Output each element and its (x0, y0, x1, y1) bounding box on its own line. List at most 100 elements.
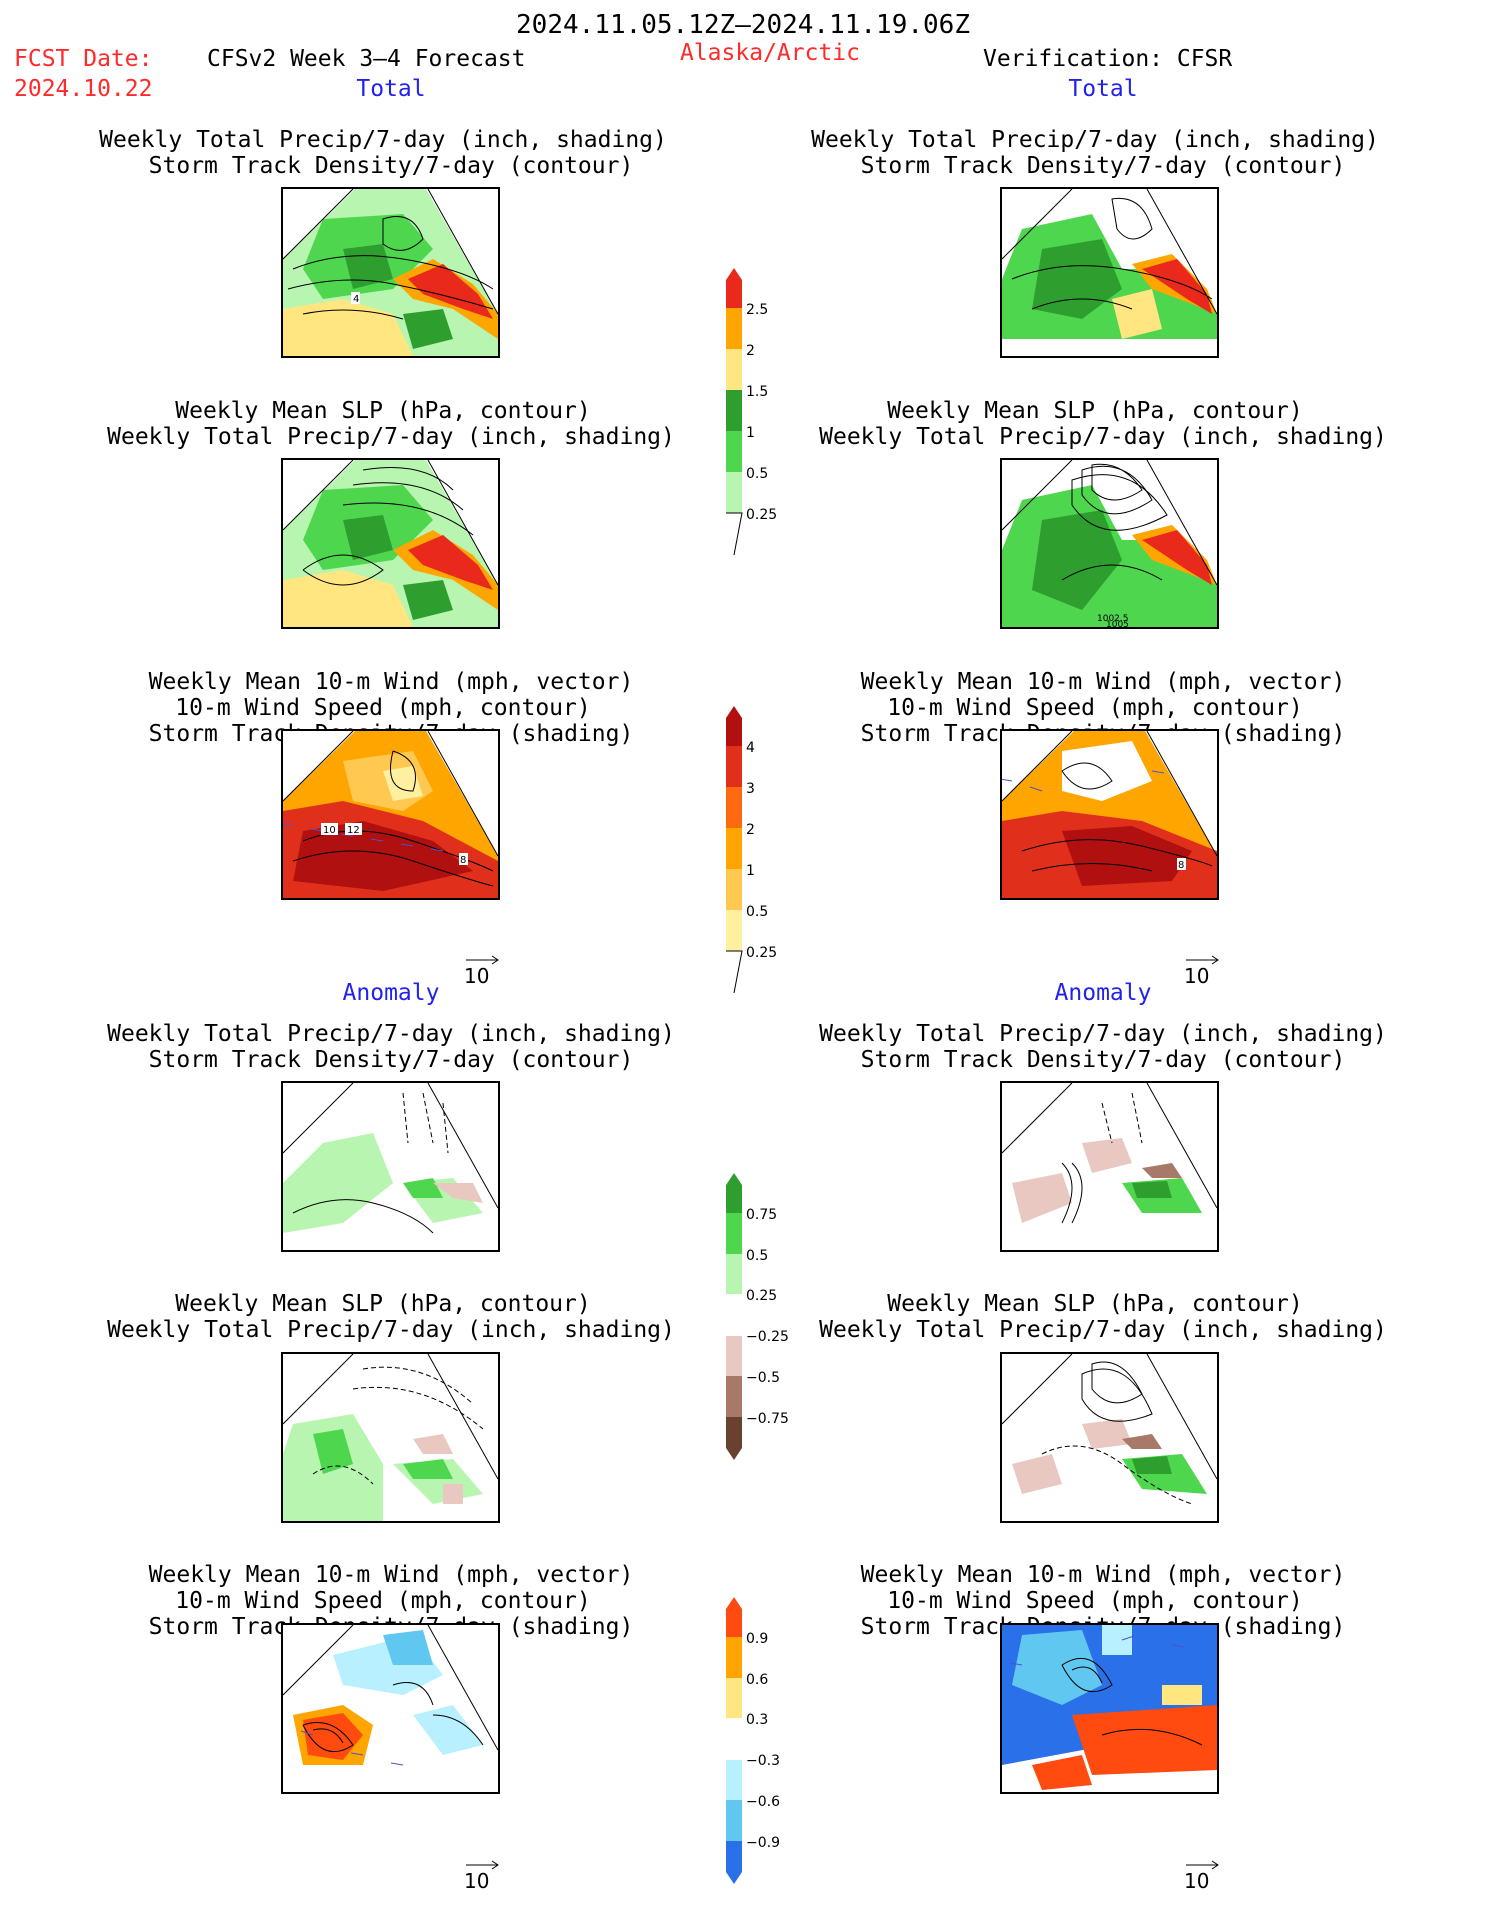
map-anomaly-precip-track-forecast (281, 1081, 500, 1252)
section-anomaly-left: Anomaly (342, 980, 440, 1006)
map-anomaly-precip-track-verification (1000, 1081, 1219, 1252)
map-total-precip-track-forecast: 4 (281, 187, 500, 358)
colorbar-segment (726, 1376, 742, 1417)
colorbar-track-anomaly-segments (726, 1597, 742, 1884)
colorbar-segment (726, 431, 742, 472)
colorbar-label: 1 (746, 425, 755, 441)
colorbar-segment (726, 1254, 742, 1294)
map-total-wind-track-forecast: 10 12 8 (281, 729, 500, 900)
title-l5-line1: Weekly Mean SLP (hPa, contour) (175, 1291, 591, 1317)
vector-reference-total-right: 10 (1184, 950, 1220, 988)
section-total-left: Total (356, 76, 426, 102)
colorbar-segment (726, 1800, 742, 1841)
colorbar-label: −0.3 (746, 1753, 780, 1769)
title-l1-line2: Storm Track Density/7-day (contour) (148, 153, 634, 179)
title-l6-line1: Weekly Mean 10-m Wind (mph, vector) (148, 1562, 634, 1588)
title-l3-line2: 10-m Wind Speed (mph, contour) (175, 695, 591, 721)
colorbar-label: −0.9 (746, 1835, 780, 1851)
contour-label: 12 (347, 825, 360, 836)
vector-reference-anomaly-right: 10 (1184, 1855, 1220, 1893)
region-title: Alaska/Arctic (679, 40, 861, 66)
title-r2-line2: Weekly Total Precip/7-day (inch, shading… (819, 424, 1387, 450)
map-total-slp-precip-verification: 1002.5 1005 (1000, 458, 1219, 629)
map-total-slp-precip-forecast (281, 458, 500, 629)
section-total-right: Total (1068, 76, 1138, 102)
title-r3-line1: Weekly Mean 10-m Wind (mph, vector) (860, 669, 1346, 695)
colorbar-precip-anomaly: 0.75 0.5 0.25 −0.25 −0.5 −0.75 (724, 1173, 789, 1464)
colorbar-segment (726, 1841, 742, 1884)
colorbar-segment (726, 746, 742, 787)
colorbar-segment (726, 390, 742, 431)
colorbar-label: 3 (746, 781, 755, 797)
fcst-date-label: FCST Date: (14, 46, 153, 72)
colorbar-label: 0.25 (746, 1288, 778, 1304)
colorbar-segment (726, 268, 742, 308)
title-l4-line2: Storm Track Density/7-day (contour) (148, 1047, 634, 1073)
map-total-precip-track-verification (1000, 187, 1219, 358)
colorbar-segment (726, 787, 742, 828)
contour-label: 8 (460, 855, 466, 866)
colorbar-label: 0.5 (746, 1248, 769, 1264)
title-r4-line2: Storm Track Density/7-day (contour) (860, 1047, 1346, 1073)
title-r1-line1: Weekly Total Precip/7-day (inch, shading… (811, 127, 1379, 153)
colorbar-label: −0.5 (746, 1370, 780, 1386)
title-r5-line1: Weekly Mean SLP (hPa, contour) (887, 1291, 1303, 1317)
colorbar-label: −0.75 (746, 1411, 789, 1427)
colorbar-segment (726, 1760, 742, 1800)
title-r6-line1: Weekly Mean 10-m Wind (mph, vector) (860, 1562, 1346, 1588)
title-l1-line1: Weekly Total Precip/7-day (inch, shading… (99, 127, 667, 153)
colorbar-label: 0.6 (746, 1672, 769, 1688)
colorbar-label: 1.5 (746, 384, 769, 400)
title-r2-line1: Weekly Mean SLP (hPa, contour) (887, 398, 1303, 424)
colorbar-label: −0.6 (746, 1794, 780, 1810)
title-l3-line1: Weekly Mean 10-m Wind (mph, vector) (148, 669, 634, 695)
title-r3-line2: 10-m Wind Speed (mph, contour) (887, 695, 1303, 721)
colorbar-segment (726, 308, 742, 349)
colorbar-segment (726, 1213, 742, 1254)
title-l2-line2: Weekly Total Precip/7-day (inch, shading… (107, 424, 675, 450)
colorbar-label: 1 (746, 863, 755, 879)
contour-label: 10 (323, 825, 336, 836)
contour-label: 1005 (1106, 620, 1129, 627)
title-r5-line2: Weekly Total Precip/7-day (inch, shading… (819, 1317, 1387, 1343)
colorbar-segment (726, 869, 742, 910)
vector-reference-anomaly-left: 10 (464, 1855, 500, 1893)
colorbar-segment (726, 706, 742, 746)
colorbar-precip-total: 2.5 2 1.5 1 0.5 0.25 (724, 268, 777, 559)
title-l6-line2: 10-m Wind Speed (mph, contour) (175, 1588, 591, 1614)
map-anomaly-slp-precip-verification (1000, 1352, 1219, 1523)
colorbar-segment (726, 828, 742, 869)
title-l2-line1: Weekly Mean SLP (hPa, contour) (175, 398, 591, 424)
colorbar-label: 2 (746, 343, 755, 359)
title-l4-line1: Weekly Total Precip/7-day (inch, shading… (107, 1021, 675, 1047)
colorbar-label: 2.5 (746, 302, 769, 318)
colorbar-label: −0.25 (746, 1329, 789, 1345)
section-anomaly-right: Anomaly (1054, 980, 1152, 1006)
title-r1-line2: Storm Track Density/7-day (contour) (860, 153, 1346, 179)
colorbar-track-anomaly: 0.9 0.6 0.3 −0.3 −0.6 −0.9 (724, 1597, 780, 1888)
map-anomaly-wind-track-forecast (281, 1623, 500, 1794)
colorbar-segment (726, 1597, 742, 1637)
colorbar-precip-anomaly-segments (726, 1173, 742, 1460)
fcst-date-value: 2024.10.22 (14, 76, 153, 102)
colorbar-segment (726, 1417, 742, 1460)
colorbar-label: 0.5 (746, 466, 769, 482)
colorbar-segment (726, 1637, 742, 1678)
colorbar-segment (726, 1173, 742, 1213)
map-anomaly-wind-track-verification (1000, 1623, 1219, 1794)
colorbar-label: 0.5 (746, 904, 769, 920)
colorbar-label: 0.75 (746, 1207, 778, 1223)
model-title: CFSv2 Week 3–4 Forecast (207, 46, 526, 72)
contour-label: 4 (353, 294, 359, 305)
contour-label: 1002.5 (1097, 614, 1129, 624)
map-total-wind-track-verification: 8 (1000, 729, 1219, 900)
contour-label: 8 (1178, 860, 1184, 871)
colorbar-label: 0.25 (746, 507, 778, 523)
colorbar-segment (726, 349, 742, 390)
colorbar-track-total-segments (726, 706, 743, 994)
colorbar-precip-total-segments (726, 268, 743, 556)
colorbar-track-total: 4 3 2 1 0.5 0.25 (724, 706, 777, 997)
colorbar-label: 0.25 (746, 945, 778, 961)
colorbar-segment (726, 910, 742, 951)
verification-title: Verification: CFSR (983, 46, 1233, 72)
